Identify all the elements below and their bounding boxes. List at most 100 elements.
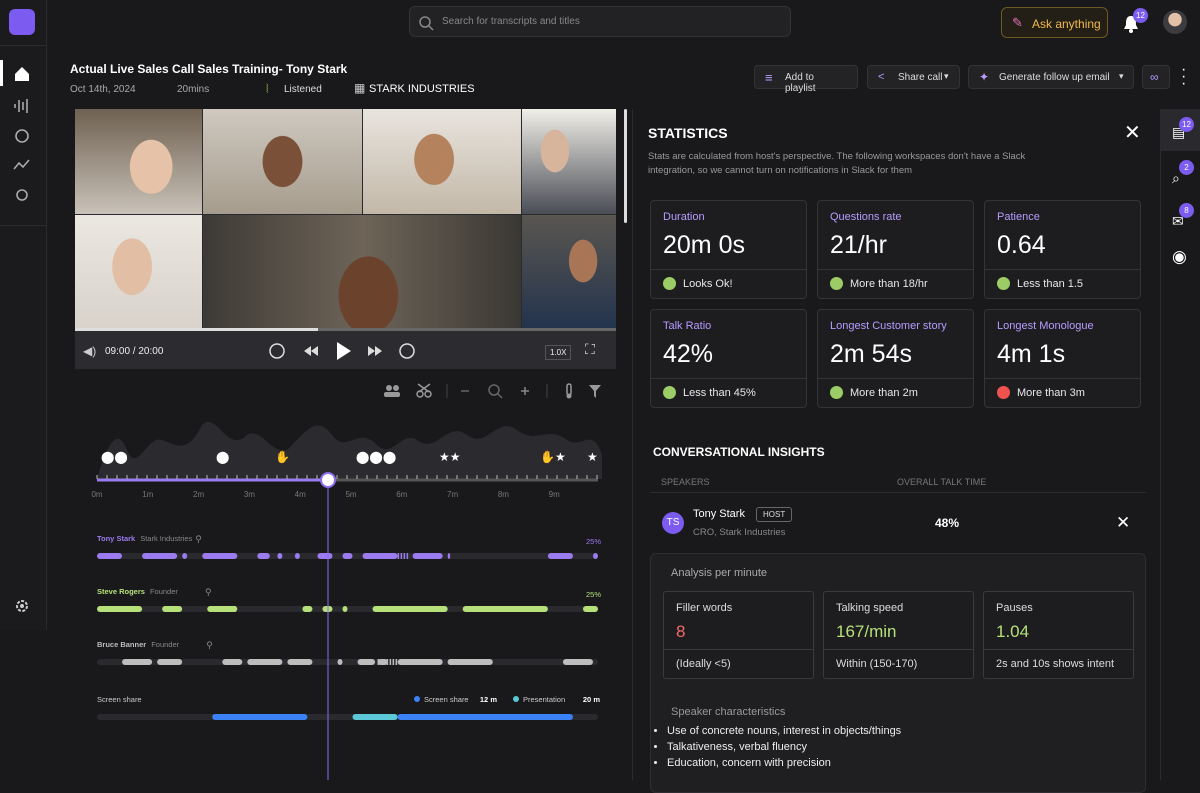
icon: ≡ [765,70,773,85]
video-tile [363,109,521,214]
stats-panel [632,109,1160,780]
legend-dot [513,696,519,702]
analysis-value: 167/min [836,622,897,641]
rail-badge: 8 [1179,203,1194,218]
speech-segment [294,553,300,559]
company: STARK INDUSTRIES [369,83,475,95]
legend-name: Screen share [424,695,469,704]
volume-icon[interactable]: ◀) [83,344,97,358]
speaker-share: 25% [586,537,601,546]
speech-segment [97,606,143,612]
stats-note: Stats are calculated from host's perspec… [648,151,1026,176]
link-button[interactable]: ∞ [1142,65,1170,89]
svg-text:★★: ★★ [439,450,461,464]
analysis-label: Pauses [996,602,1033,614]
legend-value: 12 m [480,695,497,704]
playlist-button[interactable]: Add to playlist ≡ [754,65,858,94]
speech-segment [122,659,153,665]
analysis-card: Pauses 1.04 2s and 10s shows intent [983,591,1134,679]
speaker-role: Founder [151,640,179,649]
logo[interactable] [9,9,35,35]
scrollbar [624,109,627,223]
stat-card: Duration 20m 0s Looks Ok! [650,200,807,299]
speech-tick [234,606,236,612]
close-icon[interactable]: ✕ [1124,122,1141,144]
characteristic: Talkativeness, verbal fluency [667,739,901,755]
nav-icons[interactable] [12,64,34,214]
analysis-value: 1.04 [996,622,1030,641]
speech-segment [447,553,451,559]
playback-controls[interactable] [267,339,417,363]
rail-badge: 12 [1179,117,1194,132]
status-icon [997,277,1010,290]
speaker-name: Tony Stark [693,508,745,520]
stat-card: Patience 0.64 Less than 1.5 [984,200,1141,299]
search-box[interactable]: Search for transcripts and titles [409,6,791,37]
speech-tick [383,659,386,665]
speech-tick [392,659,395,665]
speech-segment [317,553,333,559]
stat-label: Longest Customer story [830,320,947,332]
video-tile [75,109,202,214]
share-label: Share call [898,72,943,83]
speaker-role: Stark Industries [140,534,192,543]
speech-segment [397,659,443,665]
settings-icon[interactable] [14,598,30,614]
speech-segment [302,606,313,612]
call-date: Oct 14th, 2024 [70,84,136,95]
video-tile [75,215,202,330]
rail-icon[interactable]: ⌕ [1172,170,1180,186]
more-icon[interactable]: · · · [1181,61,1187,92]
share-button[interactable]: Share call < ▾ [867,65,960,89]
speech-tick [228,606,230,612]
fullscreen-icon[interactable]: ⛶ [585,341,595,357]
remove-icon[interactable]: ✕ [1116,513,1131,532]
waveform [97,421,602,479]
svg-text:✋: ✋ [275,450,290,464]
ask-button[interactable]: ✎ Ask anything [1001,7,1108,38]
characteristic: Use of concrete nouns, interest in objec… [667,723,901,739]
followup-button[interactable]: Generate follow up email ✦ ▾ [968,65,1134,89]
speech-segment [582,606,598,612]
characteristic: Education, concern with precision [667,755,901,771]
marker-icons: ⬤⬤ ⬤ ✋ ⬤⬤⬤ ★★ ✋★ ★ [101,450,598,464]
speech-segment [362,553,398,559]
divider [985,378,1140,379]
video[interactable]: ◀) 09:00 / 20:00 1.0X ⛶ [75,109,616,369]
speech-tick [386,659,389,665]
rail-icon[interactable]: ◉ [1172,247,1187,266]
svg-text:⬤⬤⬤: ⬤⬤⬤ [356,450,396,464]
time-label: 4m [295,490,306,499]
rail-icon[interactable]: ✉ [1172,213,1184,229]
legend-value: 20 m [583,695,600,704]
stat-label: Questions rate [830,211,902,223]
caret: ▾ [944,71,949,81]
speech-segment [222,659,243,665]
divider [0,225,47,226]
characteristics-title: Speaker characteristics [671,706,786,718]
progress-fill [75,328,318,331]
icon: < [878,71,885,83]
status-icon [830,386,843,399]
speech-segment [337,659,343,665]
playhead-knob[interactable] [320,472,336,488]
progress-track[interactable] [75,328,616,331]
search-placeholder: Search for transcripts and titles [442,16,580,27]
host-badge: HOST [756,507,793,522]
stat-card: Questions rate 21/hr More than 18/hr [817,200,974,299]
time-label: 1m [142,490,153,499]
speech-segment [562,659,593,665]
speech-tick [231,606,233,612]
icon: ✦ [979,70,990,84]
speed[interactable]: 1.0X [545,345,572,360]
legend-name: Presentation [523,695,565,704]
avatar[interactable] [1163,10,1187,34]
col-talk: OVERALL TALK TIME [897,477,987,487]
status-icon [997,386,1010,399]
timeline-tools[interactable] [383,382,603,400]
speaker-name: Steve Rogers [97,587,145,596]
pin-icon: ⚲ [206,640,213,650]
time-label: 9m [549,490,560,499]
speech-tick [397,553,400,559]
speaker-share: 25% [586,590,601,599]
